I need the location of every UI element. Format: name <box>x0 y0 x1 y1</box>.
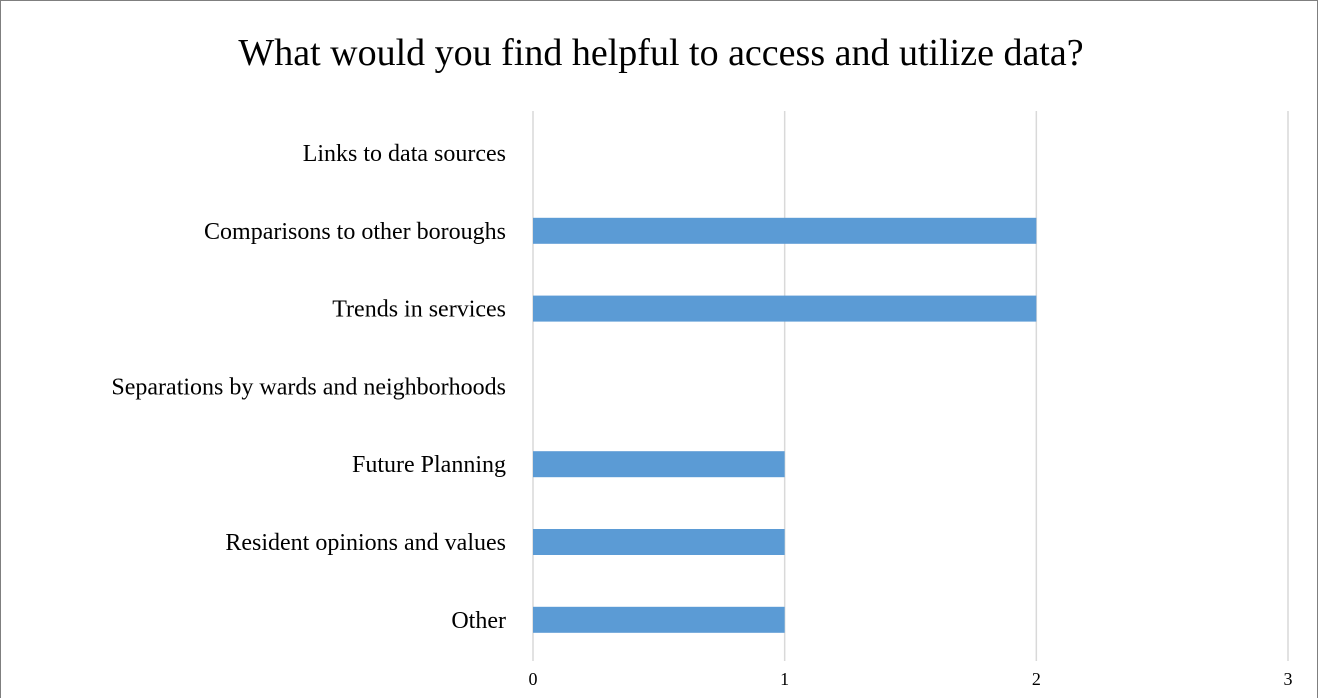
x-tick-label-0: 0 <box>529 669 538 689</box>
bar-1 <box>533 217 1037 244</box>
chart-title: What would you find helpful to access an… <box>238 32 1084 74</box>
category-label-4: Future Planning <box>352 452 506 478</box>
x-tick-label-1: 1 <box>780 669 789 689</box>
category-label-1: Comparisons to other boroughs <box>204 219 506 245</box>
category-label-6: Other <box>451 608 506 634</box>
bar-2 <box>533 295 1037 322</box>
category-label-2: Trends in services <box>332 297 506 323</box>
bar-6 <box>533 606 785 633</box>
bar-4 <box>533 451 785 478</box>
category-label-5: Resident opinions and values <box>225 530 506 556</box>
category-label-0: Links to data sources <box>303 141 506 167</box>
category-label-3: Separations by wards and neighborhoods <box>111 374 506 400</box>
x-tick-label-3: 3 <box>1284 669 1293 689</box>
bar-5 <box>533 529 785 555</box>
x-tick-label-2: 2 <box>1032 669 1041 689</box>
